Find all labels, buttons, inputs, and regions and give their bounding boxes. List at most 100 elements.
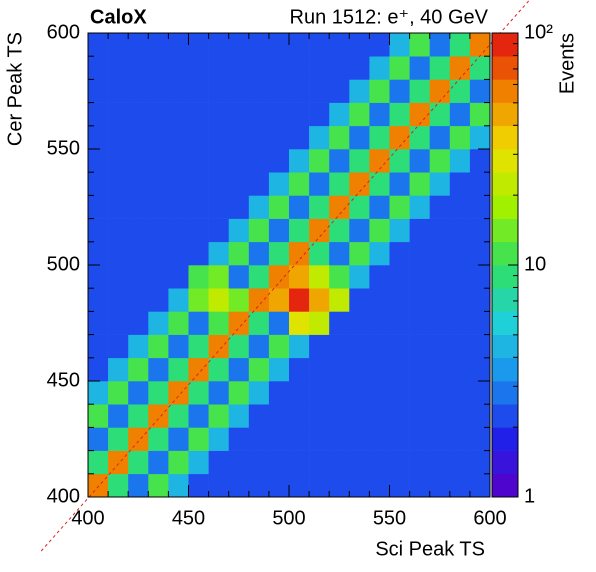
- heatmap-cell: [128, 195, 149, 219]
- heatmap-cell: [389, 125, 410, 150]
- z-tick-label: 10²: [524, 21, 553, 43]
- heatmap-cell: [309, 450, 330, 475]
- heatmap-cell: [88, 427, 109, 451]
- heatmap-cell: [469, 357, 491, 382]
- heatmap-cell: [128, 56, 149, 80]
- heatmap-cell: [188, 125, 209, 150]
- heatmap-cell: [228, 427, 250, 451]
- heatmap-cell: [188, 102, 209, 127]
- heatmap-cell: [469, 79, 491, 103]
- heatmap-cell: [228, 473, 250, 498]
- heatmap-cell: [88, 79, 109, 103]
- heatmap-cell: [188, 427, 209, 451]
- heatmap-cell: [188, 404, 209, 428]
- heatmap-cell: [168, 241, 189, 266]
- heatmap-cell: [148, 218, 169, 243]
- heatmap-cell: [128, 334, 149, 359]
- heatmap-cell: [449, 265, 471, 289]
- heatmap-cell: [309, 427, 330, 451]
- heatmap-cell: [449, 357, 471, 382]
- heatmap-cell: [289, 357, 310, 382]
- heatmap-cell: [128, 427, 149, 451]
- heatmap-cell: [268, 102, 290, 127]
- heatmap-cell: [188, 195, 209, 219]
- heatmap-cell: [449, 241, 471, 266]
- heatmap-cell: [309, 149, 330, 173]
- heatmap-cell: [248, 172, 270, 196]
- heatmap-cell: [389, 79, 410, 103]
- heatmap-cell: [128, 381, 149, 405]
- heatmap-cell: [449, 450, 471, 475]
- heatmap-cell: [88, 218, 109, 243]
- heatmap-cell: [389, 33, 410, 57]
- heatmap-cell: [88, 195, 109, 219]
- heatmap-cell: [309, 265, 330, 289]
- heatmap-cell: [349, 56, 370, 80]
- heatmap-cell: [369, 33, 390, 57]
- heatmap-cell: [289, 311, 310, 335]
- heatmap-cell: [389, 265, 410, 289]
- heatmap-cell: [248, 381, 270, 405]
- heatmap-cell: [108, 334, 129, 359]
- heatmap-cell: [469, 241, 491, 266]
- heatmap-cell: [188, 33, 209, 57]
- heatmap-cell: [369, 218, 390, 243]
- heatmap-cell: [128, 125, 149, 150]
- heatmap-cell: [228, 381, 250, 405]
- heatmap-cell: [369, 427, 390, 451]
- heatmap-cell: [449, 311, 471, 335]
- y-tick-label: 450: [47, 369, 80, 391]
- colorbar-step: [492, 102, 518, 127]
- heatmap-cell: [429, 357, 451, 382]
- heatmap-cell: [208, 357, 229, 382]
- heatmap-cell: [128, 404, 149, 428]
- heatmap-cell: [168, 33, 189, 57]
- heatmap-cell: [389, 450, 410, 475]
- heatmap-cell: [449, 288, 471, 312]
- heatmap-cell: [88, 450, 109, 475]
- heatmap-cell: [108, 56, 129, 80]
- heatmap-cell: [228, 450, 250, 475]
- heatmap-cell: [369, 149, 390, 173]
- heatmap-cell: [148, 334, 169, 359]
- heatmap-cell: [248, 241, 270, 266]
- heatmap-cell: [349, 149, 370, 173]
- heatmap-cell: [389, 102, 410, 127]
- colorbar-step: [492, 172, 518, 196]
- heatmap-cell: [329, 265, 350, 289]
- heatmap-cell: [208, 334, 229, 359]
- heatmap-cell: [389, 195, 410, 219]
- heatmap-cell: [148, 288, 169, 312]
- heatmap-cell: [409, 79, 430, 103]
- heatmap-cell: [389, 172, 410, 196]
- heatmap-cell: [309, 195, 330, 219]
- heatmap-cell: [369, 241, 390, 266]
- heatmap-cell: [389, 381, 410, 405]
- heatmap-cell: [188, 381, 209, 405]
- heatmap-cell: [369, 334, 390, 359]
- heatmap-cell: [148, 79, 169, 103]
- heatmap-cell: [429, 102, 451, 127]
- heatmap-cell: [349, 241, 370, 266]
- z-tick-label: 10: [524, 253, 546, 275]
- heatmap-cell: [349, 334, 370, 359]
- colorbar-step: [492, 195, 518, 219]
- heatmap-cell: [88, 311, 109, 335]
- heatmap-cell: [108, 195, 129, 219]
- heatmap-cell: [208, 265, 229, 289]
- heatmap-cell: [429, 265, 451, 289]
- heatmap-cell: [349, 172, 370, 196]
- heatmap-cell: [268, 404, 290, 428]
- heatmap-cell: [188, 56, 209, 80]
- heatmap-cell: [188, 172, 209, 196]
- heatmap-cell: [108, 102, 129, 127]
- heatmap-cell: [409, 265, 430, 289]
- heatmap-cell: [208, 241, 229, 266]
- heatmap-cell: [268, 357, 290, 382]
- heatmap-cell: [168, 172, 189, 196]
- heatmap-cell: [449, 427, 471, 451]
- heatmap-cell: [449, 218, 471, 243]
- colorbar-step: [492, 125, 518, 150]
- heatmap-cell: [329, 149, 350, 173]
